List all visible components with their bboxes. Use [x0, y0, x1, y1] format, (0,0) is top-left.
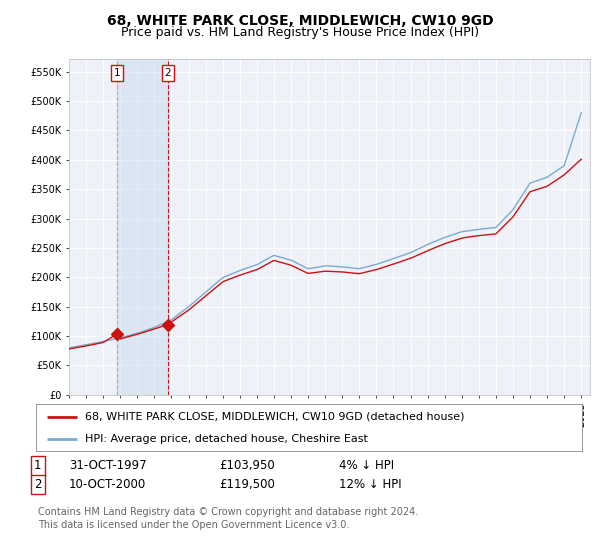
- Text: 31-OCT-1997: 31-OCT-1997: [69, 459, 146, 473]
- Text: 2: 2: [34, 478, 41, 491]
- Text: 12% ↓ HPI: 12% ↓ HPI: [339, 478, 401, 491]
- Text: 2: 2: [164, 68, 171, 78]
- Text: 68, WHITE PARK CLOSE, MIDDLEWICH, CW10 9GD (detached house): 68, WHITE PARK CLOSE, MIDDLEWICH, CW10 9…: [85, 412, 464, 422]
- Bar: [118, 59, 167, 395]
- Text: £119,500: £119,500: [219, 478, 275, 491]
- Text: HPI: Average price, detached house, Cheshire East: HPI: Average price, detached house, Ches…: [85, 434, 368, 444]
- Text: 1: 1: [114, 68, 121, 78]
- Text: £103,950: £103,950: [219, 459, 275, 473]
- Text: Price paid vs. HM Land Registry's House Price Index (HPI): Price paid vs. HM Land Registry's House …: [121, 26, 479, 39]
- Text: This data is licensed under the Open Government Licence v3.0.: This data is licensed under the Open Gov…: [38, 520, 349, 530]
- Text: Contains HM Land Registry data © Crown copyright and database right 2024.: Contains HM Land Registry data © Crown c…: [38, 507, 418, 517]
- Text: 4% ↓ HPI: 4% ↓ HPI: [339, 459, 394, 473]
- Text: 68, WHITE PARK CLOSE, MIDDLEWICH, CW10 9GD: 68, WHITE PARK CLOSE, MIDDLEWICH, CW10 9…: [107, 14, 493, 28]
- Text: 1: 1: [34, 459, 41, 473]
- Text: 10-OCT-2000: 10-OCT-2000: [69, 478, 146, 491]
